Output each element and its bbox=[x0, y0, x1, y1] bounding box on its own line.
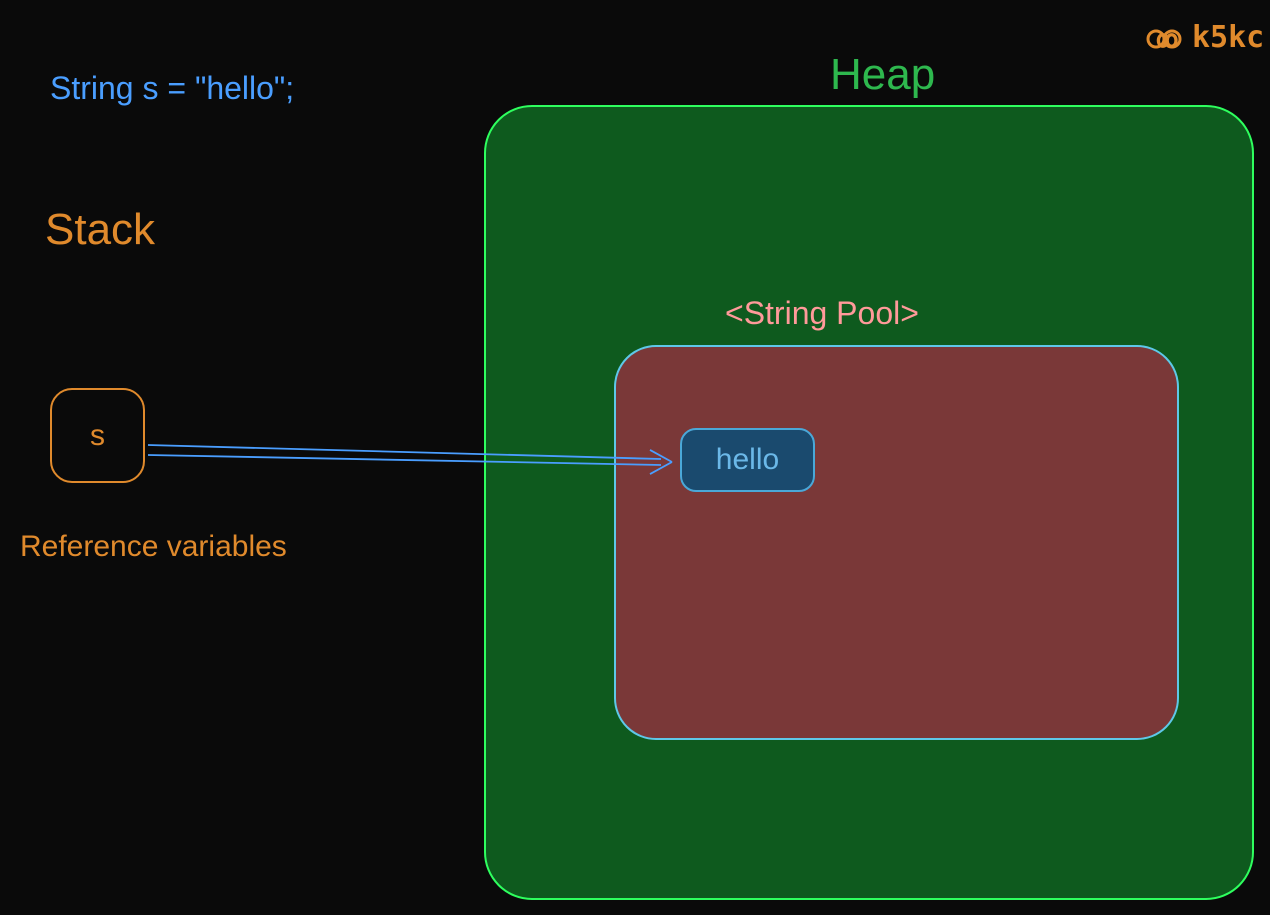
logo-text: k5kc bbox=[1192, 20, 1264, 55]
stack-variable-label: s bbox=[90, 419, 105, 453]
diagram-canvas: k5kc String s = "hello"; Stack Heap <Str… bbox=[0, 0, 1270, 915]
reference-variables-caption: Reference variables bbox=[20, 530, 287, 564]
heap-title: Heap bbox=[830, 50, 935, 100]
string-pool-title: <String Pool> bbox=[725, 295, 919, 332]
infinity-icon bbox=[1142, 24, 1190, 54]
code-declaration: String s = "hello"; bbox=[50, 70, 294, 107]
stack-title: Stack bbox=[45, 205, 155, 255]
string-value-label: hello bbox=[716, 443, 779, 477]
logo: k5kc bbox=[1142, 20, 1264, 55]
string-value-box: hello bbox=[680, 428, 815, 492]
stack-variable-box: s bbox=[50, 388, 145, 483]
string-pool-region bbox=[614, 345, 1179, 740]
